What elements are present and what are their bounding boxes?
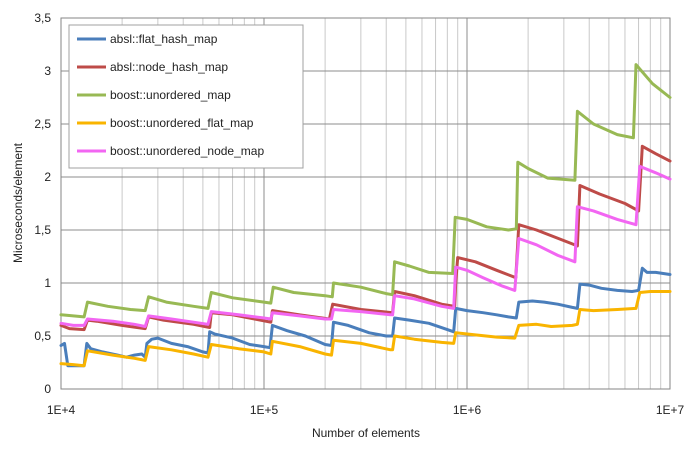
legend-label-boost-unordered-node-map: boost::unordered_node_map (110, 144, 264, 158)
legend: absl::flat_hash_mapabsl::node_hash_mapbo… (68, 24, 304, 169)
x-axis-label: Number of elements (312, 426, 420, 440)
y-tick-label: 2,5 (34, 117, 51, 131)
x-tick-label: 1E+7 (656, 403, 685, 417)
series-layer (59, 63, 672, 368)
y-tick-label: 2 (44, 170, 51, 184)
legend-box (68, 24, 304, 169)
y-tick-label: 1 (44, 276, 51, 290)
series-line-absl-flat-hash-map (59, 266, 672, 368)
tick-labels: 0 0,5 1 1,5 2 2,5 3 3,5 1E+4 1E+5 1E+6 1E+7 (34, 11, 684, 417)
x-tick-label: 1E+5 (250, 403, 279, 417)
y-tick-label: 0,5 (34, 329, 51, 343)
x-tick-label: 1E+4 (47, 403, 76, 417)
series-line-boost-unordered-node-map (59, 164, 672, 328)
series-line-boost-unordered-flat-map (59, 290, 672, 368)
series-line-boost-unordered-map (59, 63, 672, 319)
y-tick-label: 1,5 (34, 223, 51, 237)
legend-label-absl-flat-hash-map: absl::flat_hash_map (110, 32, 218, 46)
legend-label-boost-unordered-flat-map: boost::unordered_flat_map (110, 116, 254, 130)
legend-label-absl-node-hash-map: absl::node_hash_map (110, 60, 228, 74)
x-tick-label: 1E+6 (453, 403, 482, 417)
y-axis-label: Microseconds/element (11, 142, 25, 263)
y-tick-label: 3,5 (34, 11, 51, 25)
y-tick-label: 0 (44, 382, 51, 396)
y-tick-label: 3 (44, 64, 51, 78)
legend-label-boost-unordered-map: boost::unordered_map (110, 88, 231, 102)
plot-frame (60, 17, 671, 390)
